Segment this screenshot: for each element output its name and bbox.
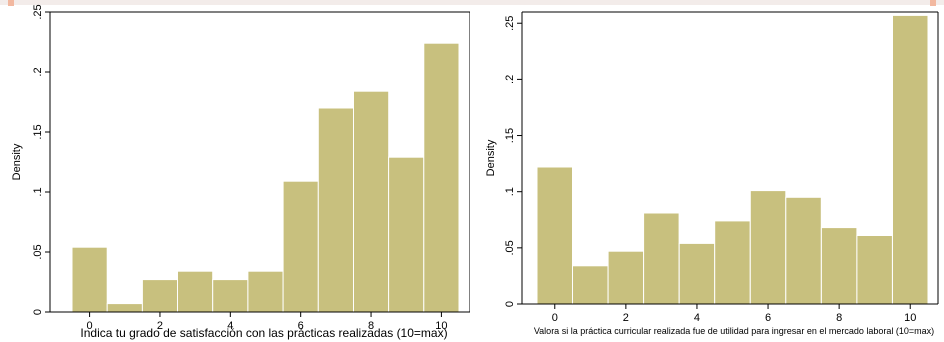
- histogram-bar: [785, 196, 822, 305]
- histogram-bar: [247, 270, 284, 313]
- histogram-bar: [282, 180, 319, 313]
- histogram-bar: [177, 270, 214, 313]
- bars-group: [536, 14, 929, 305]
- y-tick-label: .05: [32, 244, 44, 259]
- histogram-bar: [856, 235, 893, 305]
- histogram-bar: [71, 246, 108, 313]
- x-axis-label: Valora si la práctica curricular realiza…: [534, 326, 934, 336]
- y-tick-label: .15: [504, 128, 516, 143]
- band-marker-left: [8, 0, 14, 6]
- histogram-bar: [643, 212, 680, 305]
- y-tick-label: .1: [32, 187, 44, 196]
- x-tick-label: 0: [87, 320, 93, 332]
- x-tick-label: 6: [765, 312, 771, 324]
- x-tick-label: 10: [435, 320, 447, 332]
- histogram-bar: [607, 250, 645, 305]
- y-axis-label: Density: [11, 143, 23, 180]
- y-tick-label: .2: [32, 67, 44, 76]
- y-tick-label: .25: [32, 4, 44, 19]
- x-tick-label: 8: [368, 320, 374, 332]
- x-tick-label: 6: [298, 320, 304, 332]
- histogram-bar: [353, 90, 390, 313]
- band-marker-right: [930, 0, 936, 6]
- x-tick-label: 8: [836, 312, 842, 324]
- histogram-bar: [388, 156, 425, 313]
- x-tick-label: 2: [157, 320, 163, 332]
- y-tick-label: .05: [504, 240, 516, 255]
- histogram-bar: [749, 190, 787, 305]
- y-tick-label: 0: [32, 309, 44, 315]
- x-tick-label: 10: [904, 312, 916, 324]
- histogram-bar: [536, 166, 573, 305]
- x-tick-label: 0: [552, 312, 558, 324]
- y-tick-label: .15: [32, 124, 44, 139]
- histogram-bar: [572, 265, 609, 305]
- x-tick-label: 2: [623, 312, 629, 324]
- density-histogram-satisfaction: 0 .05 .1 .15 .2 .25 0 2 4 6 8 10 Density Indica tu …: [11, 4, 470, 340]
- x-axis-label: Indica tu grado de satisfacción con las …: [80, 326, 447, 340]
- histogram-bar: [892, 14, 929, 305]
- histogram-bar: [212, 279, 249, 313]
- bars-group: [71, 42, 460, 313]
- x-tick-label: 4: [694, 312, 700, 324]
- y-tick-label: .25: [504, 16, 516, 31]
- histogram-bar: [714, 220, 751, 305]
- histogram-bar: [141, 279, 179, 313]
- density-histogram-usefulness: 0 .05 .1 .15 .2 .25 0 2 4 6 8 10 Density Valora si …: [485, 11, 939, 336]
- x-tick-label: 4: [227, 320, 233, 332]
- top-window-band: [0, 0, 944, 6]
- axes-group: 0 .05 .1 .15 .2 .25 0 2 4 6 8 10: [32, 4, 470, 332]
- y-tick-label: .1: [504, 187, 516, 196]
- axes-group: 0 .05 .1 .15 .2 .25 0 2 4 6 8 10: [504, 11, 939, 324]
- histogram-bar: [678, 242, 716, 305]
- y-tick-label: .2: [504, 75, 516, 84]
- histogram-bar: [820, 227, 858, 305]
- histogram-bar: [106, 303, 143, 313]
- histogram-bar: [317, 107, 354, 313]
- y-tick-label: 0: [504, 301, 516, 307]
- y-axis-label: Density: [485, 139, 497, 176]
- histogram-bar: [423, 42, 460, 313]
